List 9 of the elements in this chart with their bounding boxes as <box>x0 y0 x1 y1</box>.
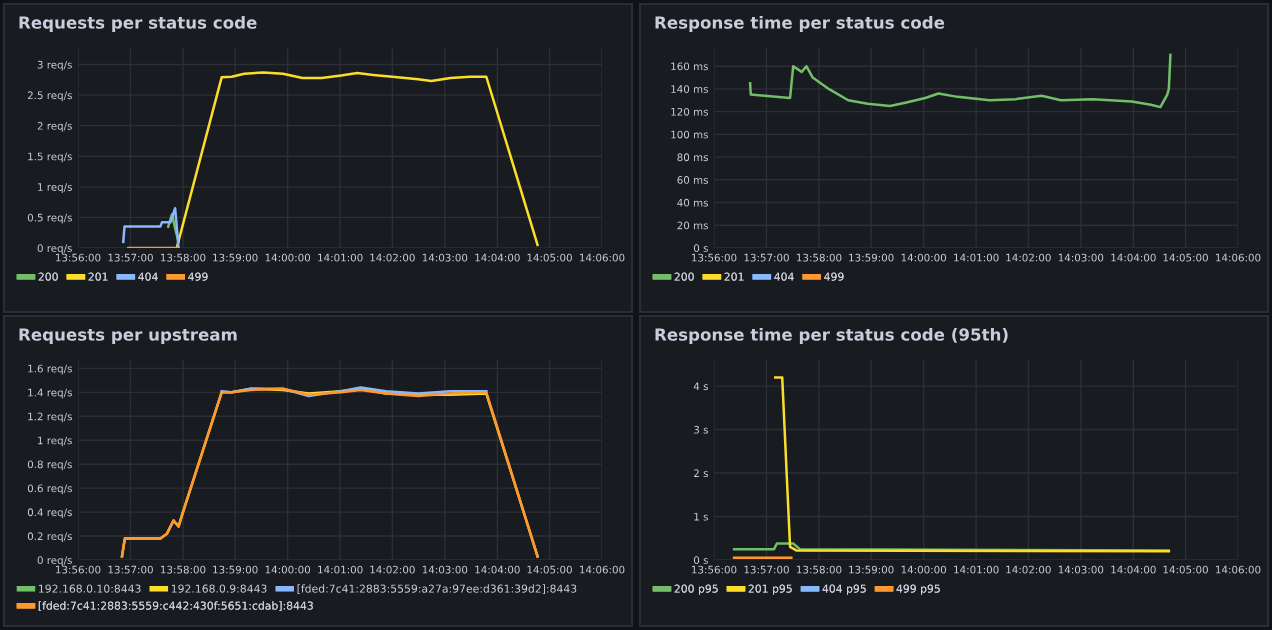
line-series <box>175 71 539 248</box>
chart-title: Requests per upstream <box>19 328 237 345</box>
line-series <box>166 213 180 244</box>
chart-title: Response time per status code <box>655 15 945 33</box>
line-series <box>774 376 1171 553</box>
line-series <box>122 206 180 248</box>
chart-title: Response time per status code (95th) <box>655 327 1008 345</box>
line-series <box>748 53 1172 109</box>
chart-title: Requests per status code <box>19 15 257 33</box>
